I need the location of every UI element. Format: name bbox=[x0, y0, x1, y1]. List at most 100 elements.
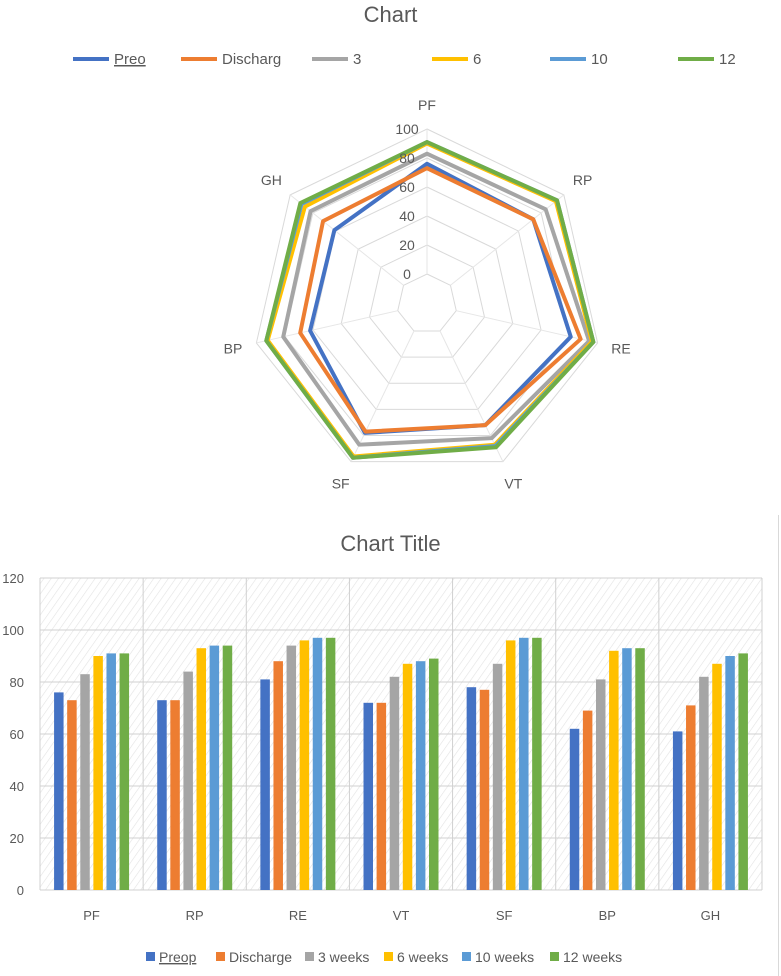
bar-BP-4 bbox=[622, 648, 632, 890]
radar-legend-label: Preo bbox=[114, 51, 146, 68]
bar-BP-0 bbox=[569, 728, 580, 890]
bar-PF-1 bbox=[67, 700, 77, 890]
radar-chart-title: Chart bbox=[363, 2, 418, 27]
radar-grid-ring bbox=[340, 215, 514, 384]
bar-PF-3 bbox=[93, 656, 103, 890]
bar-RE-0 bbox=[260, 679, 270, 890]
radar-series-line-5 bbox=[264, 140, 596, 460]
bar-category-label: VT bbox=[393, 908, 410, 923]
bar-legend-swatch bbox=[305, 952, 314, 961]
radar-spoke bbox=[350, 330, 415, 462]
bar-y-tick-label: 80 bbox=[10, 675, 24, 690]
bar-legend-swatch bbox=[462, 952, 471, 961]
radar-spoke bbox=[456, 310, 598, 344]
bar-RE-4 bbox=[312, 637, 323, 890]
radar-tick-label: 60 bbox=[399, 179, 415, 195]
bar-RP-1 bbox=[170, 700, 180, 890]
bar-GH-0 bbox=[672, 731, 683, 890]
bar-RP-2 bbox=[183, 671, 193, 890]
bar-GH-4 bbox=[725, 656, 735, 890]
bar-legend-label: Discharge bbox=[229, 949, 292, 965]
bar-GH-1 bbox=[686, 705, 696, 890]
bar-VT-3 bbox=[402, 663, 413, 890]
bar-category-label: BP bbox=[599, 908, 616, 923]
radar-chart-panel: Chart 0 20 40 60 80 100 PF RP RE VT SF BP GH Preo Disc… bbox=[73, 2, 736, 492]
radar-legend-label: 6 bbox=[473, 51, 481, 68]
bar-y-tick-label: 20 bbox=[10, 831, 24, 846]
radar-grid-ring bbox=[397, 273, 457, 332]
bar-y-tick-label: 40 bbox=[10, 779, 24, 794]
bar-category-label: RP bbox=[186, 908, 204, 923]
bar-legend-label: 12 weeks bbox=[563, 949, 622, 965]
bar-RE-1 bbox=[273, 661, 283, 890]
bar-legend-label: 10 weeks bbox=[475, 949, 534, 965]
radar-tick-label: 0 bbox=[403, 266, 411, 282]
radar-legend-label: 12 bbox=[719, 51, 736, 68]
radar-legend-label: 3 bbox=[353, 51, 361, 68]
radar-category-label: RE bbox=[611, 340, 630, 356]
bar-y-tick-label: 120 bbox=[2, 571, 24, 586]
bar-PF-0 bbox=[54, 692, 64, 890]
bar-chart-panel: Chart Title 0 20 40 60 80 100 120 PF RP RE VT SF BP G… bbox=[0, 515, 781, 976]
bar-y-tick-label: 60 bbox=[10, 727, 24, 742]
bar-legend: Preop Discharge 3 weeks 6 weeks 10 weeks 12 w… bbox=[146, 949, 622, 965]
bar-legend-swatch bbox=[550, 952, 559, 961]
radar-spoke bbox=[256, 310, 398, 344]
bar-category-label: PF bbox=[83, 908, 100, 923]
bar-BP-3 bbox=[609, 650, 619, 890]
radar-grid-ring bbox=[368, 244, 486, 358]
radar-category-label: SF bbox=[332, 475, 350, 491]
radar-tick-label: 80 bbox=[399, 150, 415, 166]
bar-legend-label: Preop bbox=[159, 949, 197, 965]
radar-category-label: VT bbox=[504, 475, 522, 491]
bar-RP-5 bbox=[222, 645, 233, 890]
bar-legend-label: 6 weeks bbox=[397, 949, 448, 965]
bar-GH-5 bbox=[738, 653, 748, 890]
bar-VT-4 bbox=[415, 661, 426, 890]
bar-SF-3 bbox=[505, 640, 516, 890]
radar-tick-label: 100 bbox=[395, 121, 419, 137]
bar-VT-0 bbox=[363, 702, 373, 890]
bar-chart: 0 20 40 60 80 100 120 PF RP RE VT SF BP GH Preop Discha… bbox=[2, 571, 763, 965]
bar-legend-label: 3 weeks bbox=[318, 949, 369, 965]
bar-y-tick-label: 0 bbox=[17, 883, 24, 898]
radar-grid-ring bbox=[255, 128, 599, 463]
radar-category-label: PF bbox=[418, 97, 436, 113]
bar-PF-4 bbox=[106, 653, 116, 890]
bar-RP-3 bbox=[196, 648, 207, 890]
bar-RE-2 bbox=[286, 645, 297, 890]
bar-PF-2 bbox=[80, 674, 90, 890]
radar-series-line-2 bbox=[281, 151, 592, 447]
bar-category-label: SF bbox=[496, 908, 513, 923]
bar-y-tick-label: 100 bbox=[2, 623, 24, 638]
radar-legend-label: Discharg bbox=[222, 51, 281, 68]
bar-SF-0 bbox=[466, 687, 477, 890]
bar-chart-title: Chart Title bbox=[340, 531, 441, 556]
radar-grid-ring bbox=[284, 157, 570, 437]
bar-legend-swatch bbox=[216, 952, 225, 961]
bar-RE-5 bbox=[325, 637, 336, 890]
bar-VT-2 bbox=[389, 676, 400, 890]
bar-BP-2 bbox=[595, 679, 606, 890]
radar-tick-label: 20 bbox=[399, 237, 415, 253]
bar-BP-1 bbox=[582, 710, 593, 890]
bar-RE-3 bbox=[299, 640, 310, 890]
bar-SF-2 bbox=[492, 663, 503, 890]
bar-VT-1 bbox=[376, 702, 387, 890]
radar-category-label: RP bbox=[573, 172, 592, 188]
bar-legend-swatch bbox=[384, 952, 393, 961]
radar-chart: 0 20 40 60 80 100 PF RP RE VT SF BP GH Preo Discharg 3 6… bbox=[73, 51, 736, 491]
bar-PF-5 bbox=[119, 653, 130, 890]
radar-legend-label: 10 bbox=[591, 51, 608, 68]
bar-RP-0 bbox=[157, 700, 167, 890]
panel-border bbox=[778, 515, 779, 976]
radar-legend: Preo Discharg 3 6 10 12 bbox=[73, 51, 736, 68]
bar-GH-2 bbox=[699, 676, 709, 890]
bar-legend-swatch bbox=[146, 952, 155, 961]
bar-SF-5 bbox=[532, 637, 542, 890]
bar-RP-4 bbox=[209, 645, 220, 890]
bar-category-label: RE bbox=[289, 908, 307, 923]
radar-category-label: GH bbox=[261, 172, 282, 188]
bar-VT-5 bbox=[429, 658, 439, 890]
radar-category-label: BP bbox=[224, 340, 243, 356]
